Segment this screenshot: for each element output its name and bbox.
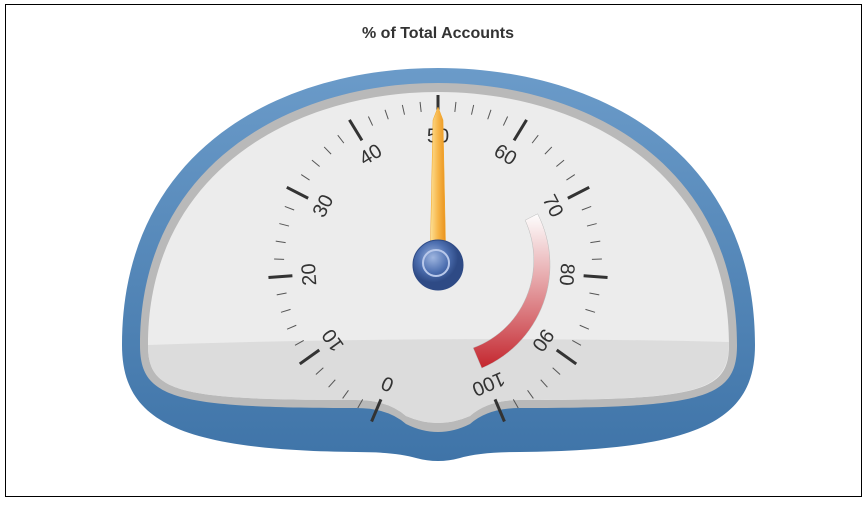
major-tick <box>268 276 292 278</box>
tick-label: 20 <box>298 263 322 287</box>
tick-label: 80 <box>555 263 579 287</box>
major-tick <box>584 276 608 278</box>
chart: % of Total Accounts 01020304050607080901… <box>0 0 868 523</box>
chart-title: % of Total Accounts <box>362 25 514 42</box>
page: % of Total Accounts 01020304050607080901… <box>0 0 868 523</box>
pivot <box>413 240 463 290</box>
